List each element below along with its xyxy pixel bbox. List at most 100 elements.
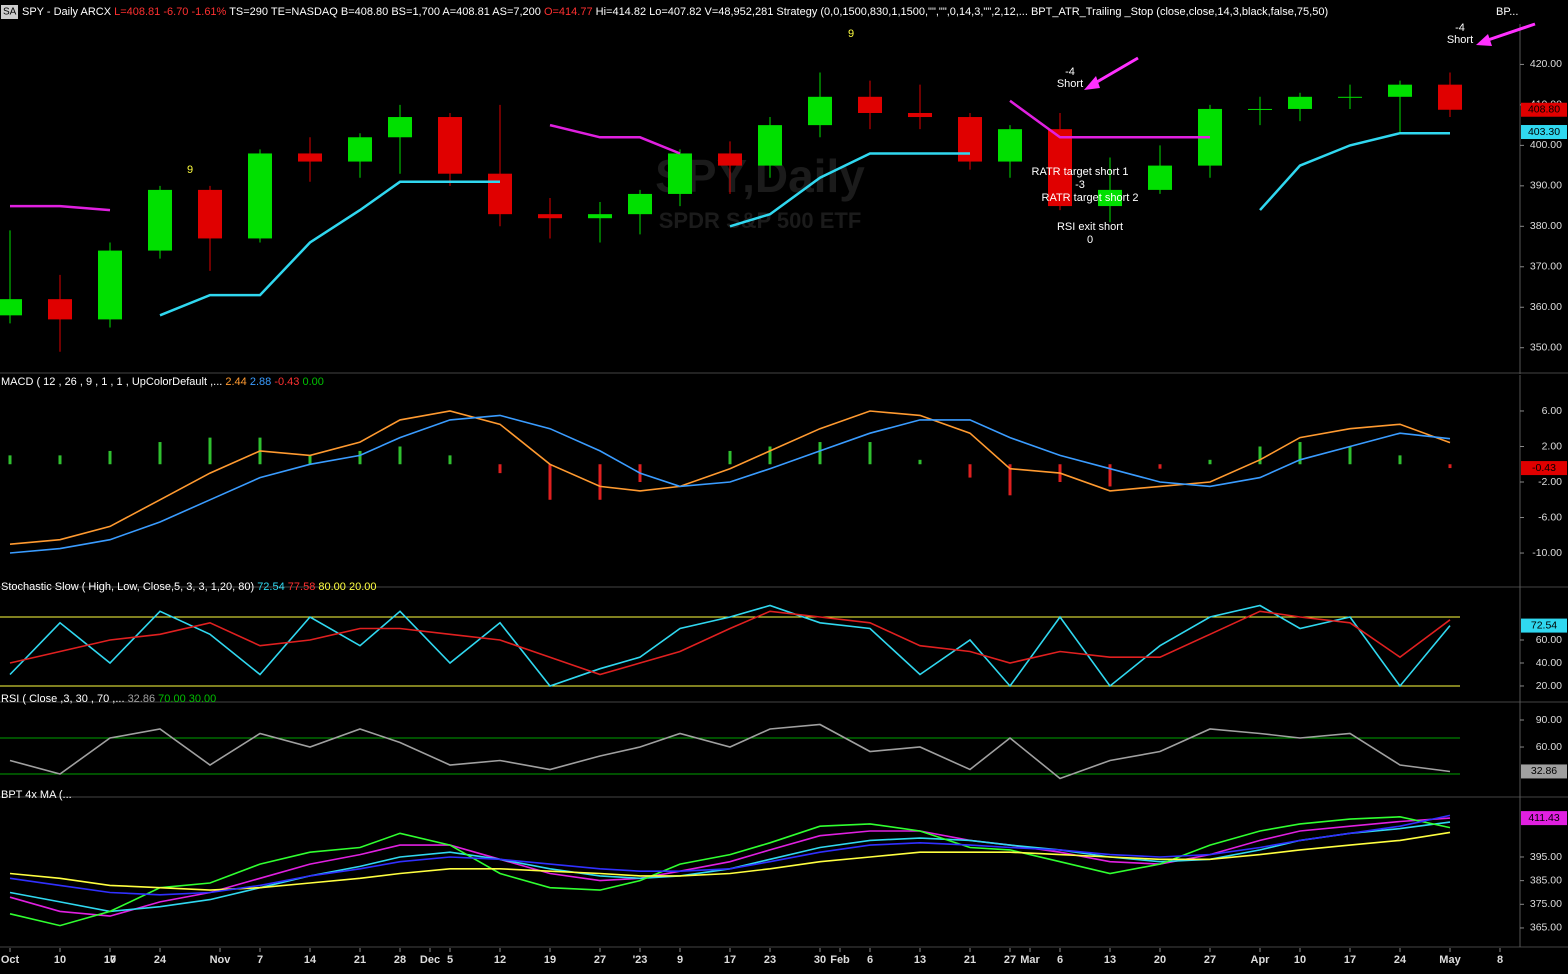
histogram-bar [868, 442, 872, 465]
header-item: SPY - Daily ARCX [22, 6, 114, 18]
x-tick-label: Mar [1020, 954, 1040, 966]
x-tick-label: 12 [494, 954, 506, 966]
x-tick-label: 27 [594, 954, 606, 966]
x-tick-label: Dec [420, 954, 440, 966]
histogram-bar [968, 464, 972, 478]
legend-item: 2.88 [250, 376, 274, 388]
price-marker-label: 408.80 [1528, 104, 1560, 116]
legend-item: 2.44 [225, 376, 249, 388]
x-tick-label: 14 [304, 954, 317, 966]
x-tick-label: 5 [447, 954, 453, 966]
x-tick-label: 6 [867, 954, 873, 966]
header-item: L=408.81 -6.70 -1.61% [114, 6, 226, 18]
candle-body [1048, 129, 1072, 207]
x-tick-label: 9 [677, 954, 683, 966]
y-tick-label: 380.00 [1530, 220, 1562, 232]
x-tick-label: 24 [1394, 954, 1407, 966]
candle-body [958, 117, 982, 162]
candle-body [438, 117, 462, 174]
x-tick-label: 7 [257, 954, 263, 966]
y-tick-label: 360.00 [1530, 301, 1562, 313]
candle-body [148, 189, 172, 251]
histogram-bar [1298, 442, 1302, 465]
symbol-code: SA [3, 7, 17, 18]
candle-body [628, 193, 652, 215]
histogram-bar [768, 446, 772, 465]
x-tick-label: 17 [1344, 954, 1356, 966]
annotation: 9 [848, 28, 854, 40]
legend-item: 80.00 [318, 581, 349, 593]
y-tick-label: 385.00 [1530, 874, 1562, 886]
price-marker-label: 403.30 [1528, 126, 1560, 138]
x-tick-label: 6 [1057, 954, 1063, 966]
candle-body [668, 153, 692, 194]
annotation: -4 [1065, 66, 1075, 78]
price-marker-label: -0.43 [1532, 462, 1556, 474]
histogram-bar [158, 442, 162, 465]
price-marker [1521, 102, 1567, 117]
panel-legend: RSI ( Close ,3, 30 , 70 ,... 32.86 70.00… [1, 693, 216, 705]
series-line [159, 131, 1450, 317]
arrow [1481, 22, 1536, 44]
panel-legend: MACD ( 12 , 26 , 9 , 1 , 1 , UpColorDefa… [1, 376, 324, 388]
x-tick-label: 19 [544, 954, 556, 966]
series-line [9, 604, 1451, 688]
histogram-bar [1208, 459, 1212, 465]
header-right: BP... [1496, 6, 1518, 18]
series-line [9, 414, 1451, 554]
watermark: SPDR S&P 500 ETF [659, 208, 862, 233]
x-tick-label: 28 [394, 954, 406, 966]
histogram-bar [1258, 446, 1262, 465]
x-tick-label: 23 [764, 954, 776, 966]
annotation: 0 [1087, 234, 1093, 246]
series-line [9, 815, 1451, 927]
annotations: 9 9 -4 Short RATR target short 1 -3 RATR… [187, 22, 1536, 246]
arrowhead [1476, 34, 1492, 46]
series-line [10, 99, 1210, 212]
candle-body [48, 299, 72, 320]
header-item: Hi=414.82 Lo=407.82 V=48,952,281 Strateg… [593, 6, 1329, 18]
annotation: -3 [1075, 179, 1085, 191]
x-tick-label: 27 [1204, 954, 1216, 966]
annotation: Short [1447, 34, 1473, 46]
annotation: RATR target short 1 [1032, 166, 1129, 178]
histogram-bar [548, 464, 552, 500]
legend-item: 20.00 [349, 581, 377, 593]
histogram-bar [358, 450, 362, 465]
candle-body [388, 117, 412, 138]
histogram-bar [1348, 446, 1352, 465]
candle-body [588, 214, 612, 219]
histogram-bar [208, 437, 212, 465]
legend-item: 30.00 [189, 693, 217, 705]
candle-body [1288, 96, 1312, 109]
candle-body [198, 189, 222, 239]
x-tick-label: 27 [1004, 954, 1016, 966]
x-tick-label: Oct [1, 954, 20, 966]
x-tick-label: 10 [104, 954, 116, 966]
x-tick-label: 20 [1154, 954, 1166, 966]
arrowhead [1084, 76, 1100, 90]
histogram-bar [598, 464, 602, 500]
x-tick-label: 8 [1497, 954, 1503, 966]
y-tick-label: 40.00 [1536, 657, 1562, 669]
x-tick-label: 13 [1104, 954, 1116, 966]
panel-legend: Stochastic Slow ( High, Low, Close,5, 3,… [1, 581, 377, 593]
candle-body [98, 250, 122, 320]
header-item: O=414.77 [544, 6, 593, 18]
x-tick-label: 17 [104, 954, 116, 966]
x-tick-label: 17 [724, 954, 736, 966]
price-marker [1521, 461, 1567, 476]
series-line [9, 831, 1451, 891]
candle-body [998, 129, 1022, 162]
annotation: RSI exit short [1057, 221, 1123, 233]
candle-body [1098, 189, 1122, 207]
panel-legend: BPT 4x MA (... [1, 789, 72, 801]
price-marker [1521, 811, 1567, 826]
histogram-bar [818, 442, 822, 465]
x-tick-label: Apr [1251, 954, 1271, 966]
x-tick-label: 10 [54, 954, 66, 966]
x-tick-label: 30 [814, 954, 826, 966]
price-marker-label: 411.43 [1528, 812, 1559, 824]
candle-body [348, 137, 372, 162]
